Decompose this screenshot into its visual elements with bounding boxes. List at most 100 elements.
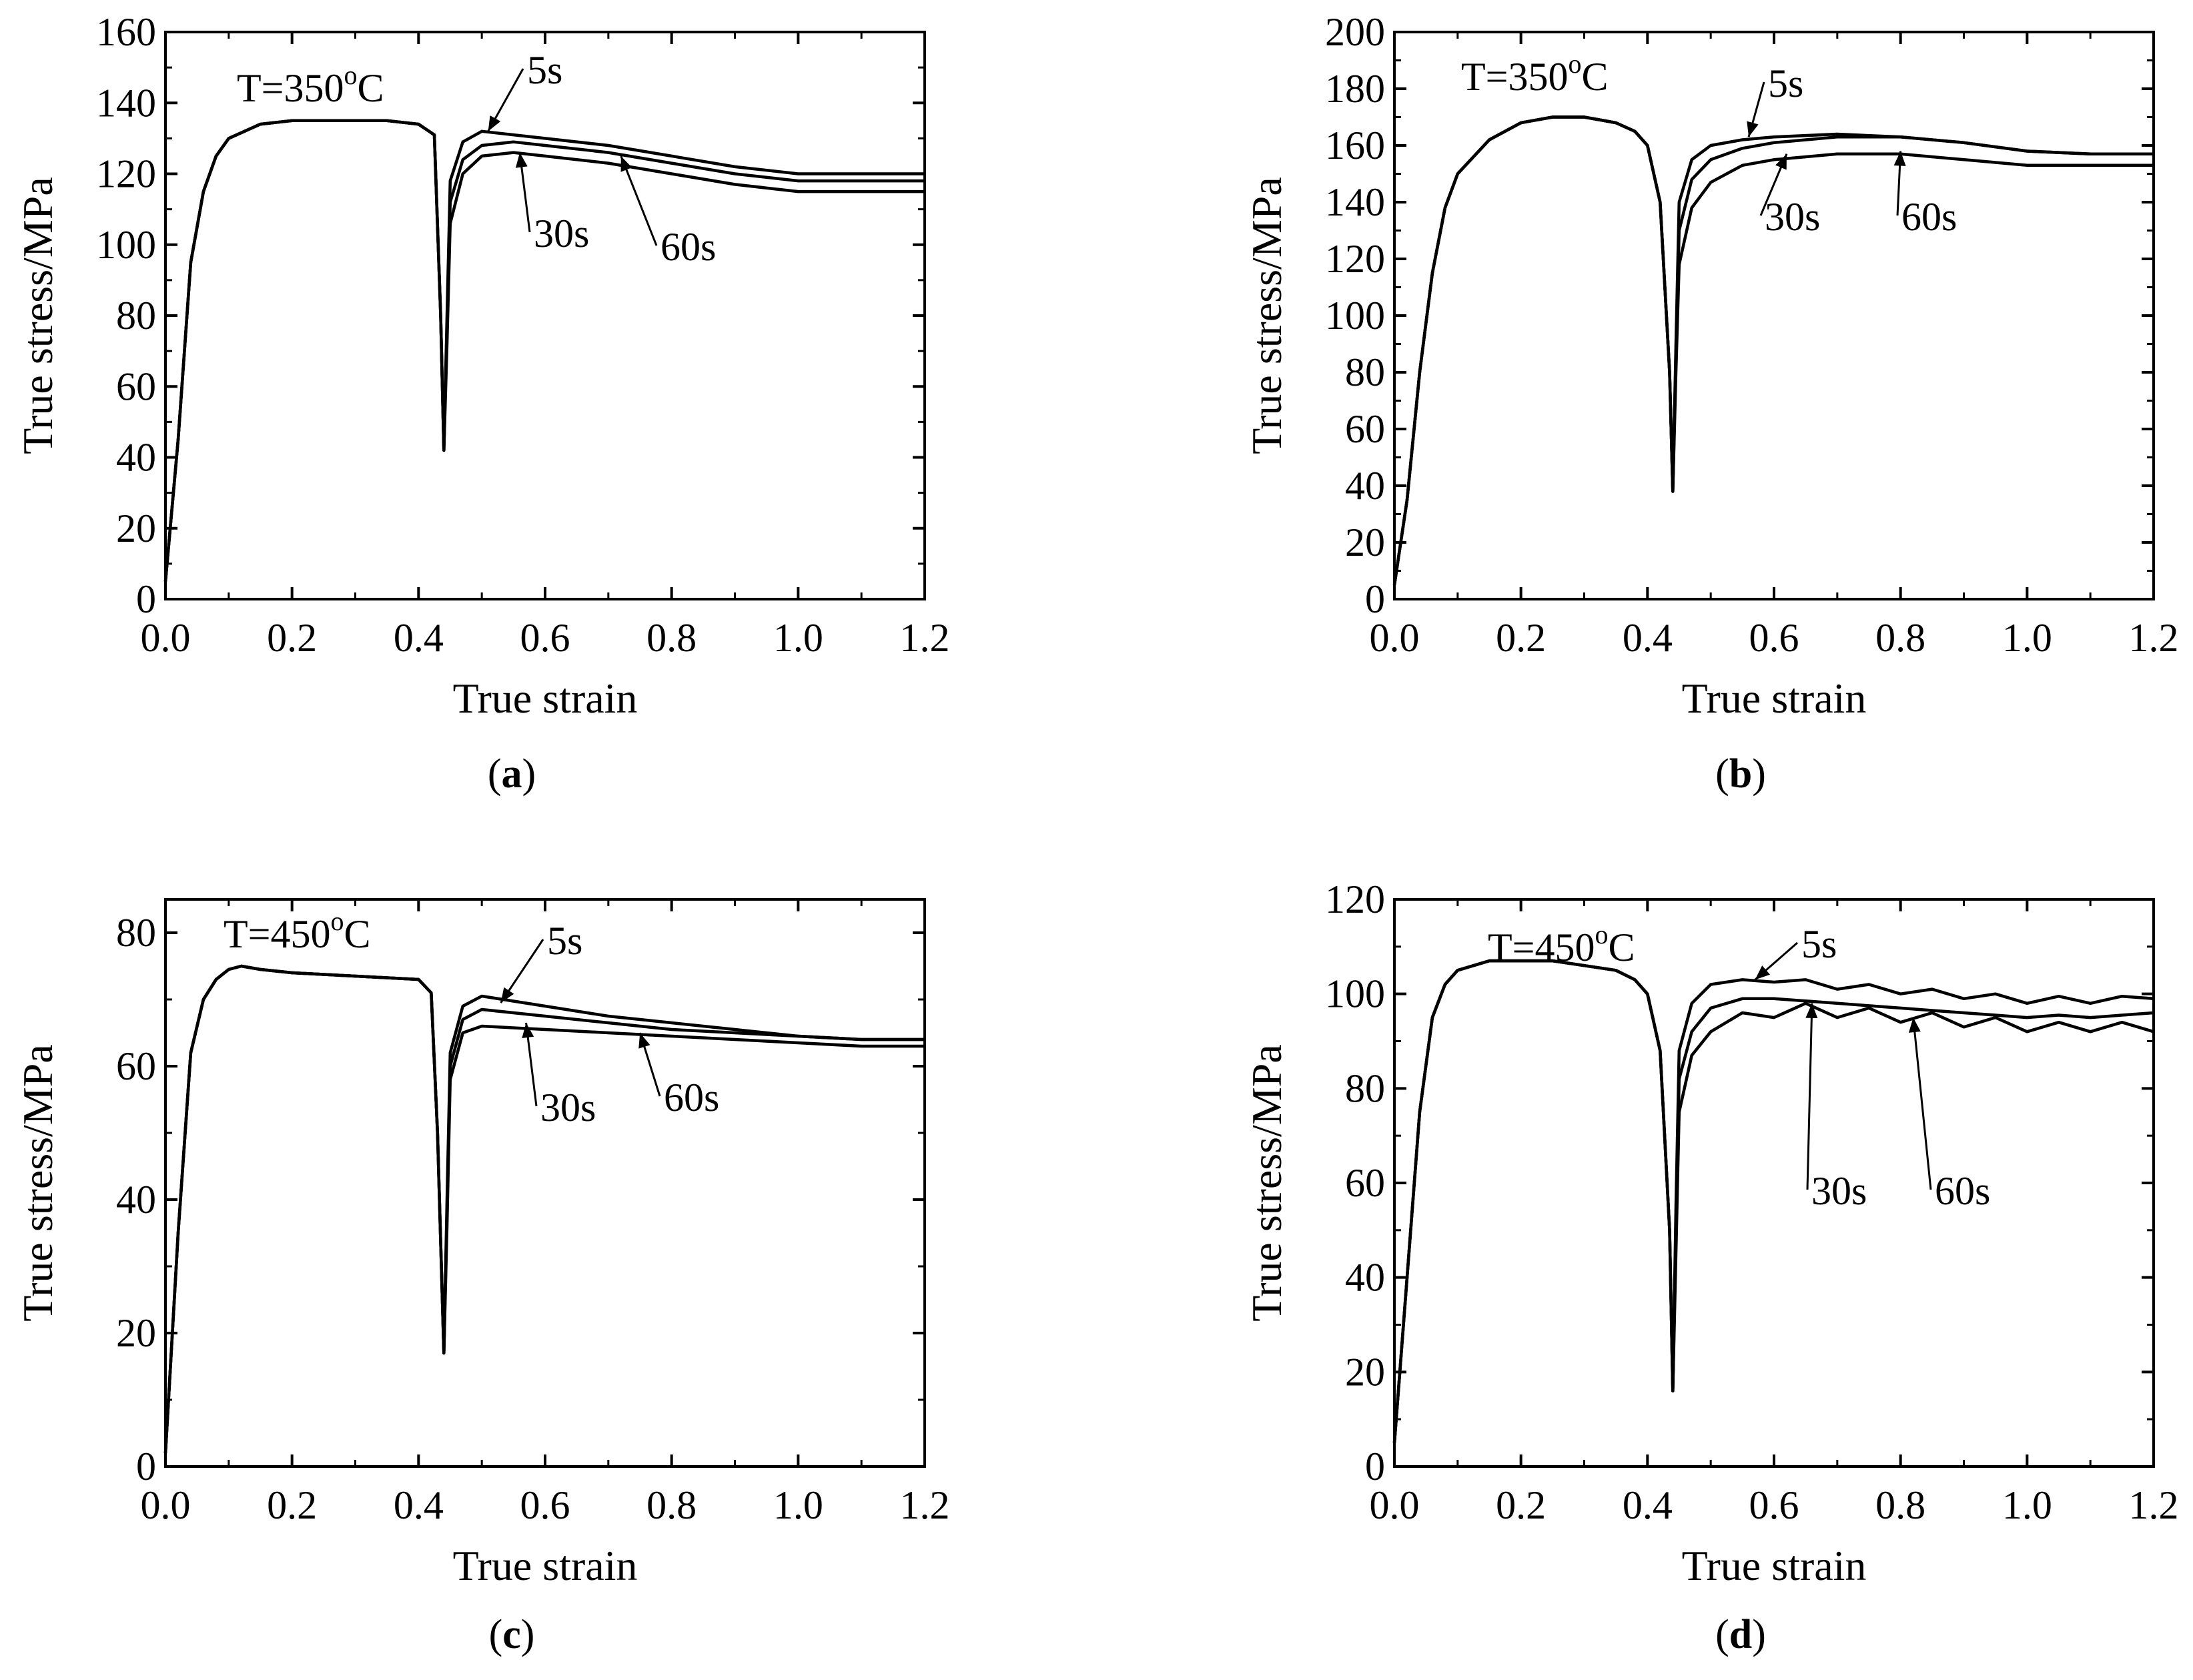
x-tick-label: 0.0 <box>1370 616 1420 660</box>
y-tick-label: 40 <box>1345 464 1385 508</box>
x-tick-label: 0.2 <box>1496 616 1546 660</box>
x-tick-label: 0.8 <box>1875 1483 1925 1527</box>
annotation-arrowhead-60s <box>638 1033 650 1049</box>
annotation-arrowhead-60s <box>1908 1017 1921 1033</box>
series-annotation-60s: 60s <box>1901 195 1957 239</box>
x-tick-label: 0.4 <box>394 1483 444 1527</box>
temperature-unit: C <box>1582 55 1609 99</box>
annotation-arrowhead-5s <box>1747 121 1759 137</box>
annotation-arrowhead-30s <box>522 1023 534 1038</box>
y-tick-label: 40 <box>1345 1256 1385 1300</box>
annotation-arrow-60s <box>1912 1017 1932 1190</box>
series-line-60s <box>1392 959 2154 1443</box>
caption-paren-close: ) <box>521 1612 535 1657</box>
x-tick-label: 0.6 <box>1749 616 1799 660</box>
series-annotation-60s: 60s <box>661 225 716 269</box>
y-tick-label: 80 <box>1345 350 1385 394</box>
series-line-60s <box>163 964 925 1454</box>
temperature-label: T=450oC <box>224 906 371 956</box>
temperature-degree: o <box>331 906 344 936</box>
x-axis-title: True strain <box>453 1542 638 1589</box>
series-annotation-30s: 30s <box>1811 1169 1867 1213</box>
y-tick-label: 40 <box>116 1178 156 1222</box>
series-annotation-30s: 30s <box>1765 195 1820 239</box>
x-tick-label: 0.2 <box>1496 1483 1546 1527</box>
y-tick-label: 40 <box>116 436 156 480</box>
series-annotation-60s: 60s <box>664 1076 719 1120</box>
series-annotation-5s: 5s <box>547 919 582 963</box>
x-tick-label: 0.4 <box>394 616 444 660</box>
x-tick-label: 0.4 <box>1623 1483 1673 1527</box>
series-annotation-30s: 30s <box>534 212 589 256</box>
y-tick-label: 200 <box>1325 10 1385 54</box>
y-axis-title: True stress/MPa <box>1243 1044 1290 1321</box>
y-tick-label: 20 <box>1345 520 1385 564</box>
panel-caption: (a) <box>488 751 536 797</box>
x-axis-title: True strain <box>1682 1542 1867 1589</box>
series-annotation-60s: 60s <box>1935 1169 1990 1213</box>
x-tick-label: 0.6 <box>520 616 570 660</box>
annotation-arrowhead-5s <box>1755 965 1771 980</box>
caption-paren-open: ( <box>1715 751 1729 797</box>
y-tick-label: 180 <box>1325 67 1385 111</box>
temperature-label: T=350oC <box>1461 49 1609 99</box>
y-tick-label: 80 <box>116 294 156 338</box>
caption-paren-open: ( <box>1715 1612 1729 1657</box>
y-tick-label: 20 <box>1345 1350 1385 1394</box>
y-tick-label: 100 <box>1325 294 1385 338</box>
x-tick-label: 1.0 <box>2002 616 2052 660</box>
series-annotation-5s: 5s <box>1801 922 1837 966</box>
panel-caption: (d) <box>1715 1612 1766 1657</box>
y-tick-label: 0 <box>1365 577 1385 621</box>
x-tick-label: 0.2 <box>267 616 317 660</box>
chart-panel-c: 0.0 0.2 0.4 0.6 0.8 1.0 1.2 0 20 40 60 80 True strai… <box>14 898 950 1657</box>
x-tick-label: 0.8 <box>646 616 697 660</box>
caption-paren-close: ) <box>1752 751 1766 797</box>
y-tick-label: 140 <box>1325 180 1385 224</box>
chart-panel-b: 0.0 0.2 0.4 0.6 0.8 1.0 1.2 0 20 40 60 80 100 120 140 1… <box>1243 10 2179 797</box>
temperature-degree: o <box>344 60 358 90</box>
temperature-value: T=350 <box>1461 55 1569 99</box>
y-tick-label: 120 <box>1325 237 1385 281</box>
y-tick-label: 60 <box>116 364 156 408</box>
annotation-arrow-30s <box>1806 1003 1813 1190</box>
y-tick-label: 80 <box>1345 1066 1385 1110</box>
chart-panel-d: 0.0 0.2 0.4 0.6 0.8 1.0 1.2 0 20 40 60 80 100 120 True… <box>1243 877 2179 1657</box>
temperature-label: T=350oC <box>237 60 384 110</box>
x-tick-label: 1.2 <box>900 1483 950 1527</box>
series-annotation-30s: 30s <box>540 1086 596 1130</box>
x-tick-label: 0.4 <box>1623 616 1673 660</box>
x-axis-title: True strain <box>453 675 638 722</box>
caption-letter: a <box>502 751 522 797</box>
temperature-degree: o <box>1569 49 1582 79</box>
y-tick-label: 0 <box>1365 1444 1385 1489</box>
x-tick-label: 0.0 <box>1370 1483 1420 1527</box>
annotation-arrowhead-60s <box>620 155 632 172</box>
annotation-arrowhead-30s <box>1775 153 1787 170</box>
y-tick-label: 20 <box>116 506 156 550</box>
series-annotation-5s: 5s <box>1768 61 1803 105</box>
caption-letter: b <box>1729 751 1752 797</box>
annotation-arrowhead-30s <box>1805 1003 1818 1019</box>
temperature-unit: C <box>344 912 371 956</box>
annotation-arrowhead-60s <box>1893 151 1906 166</box>
chart-panel-a: 0.0 0.2 0.4 0.6 0.8 1.0 1.2 0 20 40 60 80 100 120 140 1… <box>14 10 950 797</box>
annotation-arrowhead-30s <box>515 152 528 168</box>
y-tick-label: 120 <box>1325 877 1385 921</box>
annotation-arrow-60s <box>620 155 658 246</box>
y-tick-label: 0 <box>136 577 156 621</box>
y-axis-title: True stress/MPa <box>14 1044 61 1321</box>
x-tick-label: 0.2 <box>267 1483 317 1527</box>
caption-letter: d <box>1729 1612 1752 1657</box>
temperature-label: T=450oC <box>1488 919 1635 969</box>
caption-paren-open: ( <box>488 751 502 797</box>
temperature-value: T=450 <box>1488 925 1595 969</box>
x-tick-label: 0.0 <box>141 1483 191 1527</box>
y-tick-label: 140 <box>96 81 156 125</box>
annotation-arrowhead-5s <box>500 987 514 1003</box>
x-tick-label: 0.8 <box>646 1483 697 1527</box>
x-tick-label: 1.2 <box>2129 1483 2179 1527</box>
series-line-60s <box>1392 115 2154 586</box>
